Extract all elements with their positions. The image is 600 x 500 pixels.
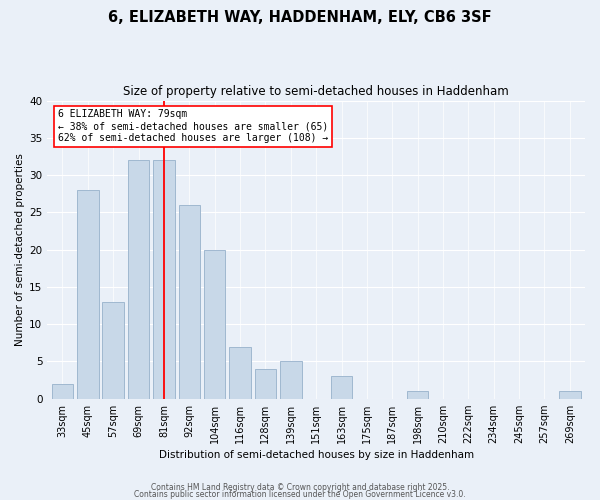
Bar	[52, 384, 73, 398]
Text: 6 ELIZABETH WAY: 79sqm
← 38% of semi-detached houses are smaller (65)
62% of sem: 6 ELIZABETH WAY: 79sqm ← 38% of semi-det…	[58, 110, 328, 142]
Bar	[280, 362, 302, 399]
Bar	[559, 391, 581, 398]
Title: Size of property relative to semi-detached houses in Haddenham: Size of property relative to semi-detach…	[123, 85, 509, 98]
Bar	[103, 302, 124, 398]
Bar	[407, 391, 428, 398]
Bar	[77, 190, 98, 398]
Y-axis label: Number of semi-detached properties: Number of semi-detached properties	[15, 153, 25, 346]
Bar	[179, 205, 200, 398]
X-axis label: Distribution of semi-detached houses by size in Haddenham: Distribution of semi-detached houses by …	[158, 450, 474, 460]
Text: Contains public sector information licensed under the Open Government Licence v3: Contains public sector information licen…	[134, 490, 466, 499]
Text: Contains HM Land Registry data © Crown copyright and database right 2025.: Contains HM Land Registry data © Crown c…	[151, 484, 449, 492]
Bar	[254, 369, 276, 398]
Bar	[229, 346, 251, 399]
Bar	[331, 376, 352, 398]
Bar	[204, 250, 226, 398]
Text: 6, ELIZABETH WAY, HADDENHAM, ELY, CB6 3SF: 6, ELIZABETH WAY, HADDENHAM, ELY, CB6 3S…	[108, 10, 492, 25]
Bar	[153, 160, 175, 398]
Bar	[128, 160, 149, 398]
